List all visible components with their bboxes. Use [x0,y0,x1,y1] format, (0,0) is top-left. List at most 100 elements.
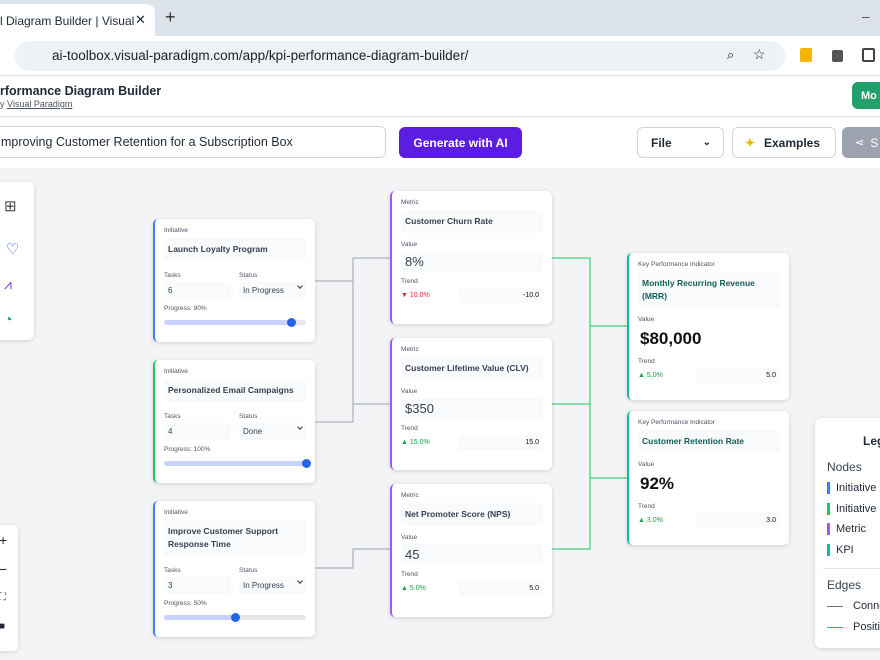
field-label: Value [638,316,655,323]
field-label: Status [239,272,258,279]
node-type: Metric [401,492,419,499]
file-select[interactable]: File ⌄ [637,127,724,158]
node-name: Customer Retention Rate [638,430,780,453]
legend-item: Initiative [827,482,876,494]
tasks-value: 4 [164,423,231,440]
tasks-value: 6 [164,282,231,299]
generate-button[interactable]: Generate with AI [399,127,522,158]
legend-swatch [827,482,830,494]
status-field: Status In Progress [239,564,306,594]
field-row: Tasks 3 Status In Progress [164,564,306,594]
node-type: Initiative [164,227,188,234]
share-button[interactable]: ⋖ S [842,127,880,158]
node-name: Improve Customer Support Response Time [164,520,306,556]
extension-icon[interactable] [800,48,812,62]
trend-value: 5.0 [696,368,780,383]
trend-value: 5.0 [459,581,543,596]
edge [315,548,390,569]
node-type: Metric [401,346,419,353]
node-type: Metric [401,199,419,206]
examples-label: Examples [763,135,821,150]
url-bar[interactable]: ai-toolbox.visual-paradigm.com/app/kpi-p… [15,41,785,71]
legend-item: Initiative [827,502,877,515]
chevron [297,578,303,584]
field-label: Trend [401,425,418,432]
node-value: 8% [401,251,543,272]
zoom-out[interactable]: − [0,561,8,577]
legend-item: Metric [827,523,866,535]
node-value: $80,000 [638,326,780,352]
trend: ▲ 15.0% [401,439,430,446]
node-name: Monthly Recurring Revenue (MRR) [638,272,780,308]
chart-icon[interactable]: ⩘ [4,276,12,292]
cta-button[interactable]: Mo [852,82,880,109]
field-label: Trend [401,278,418,285]
legend-label: Initiative [836,482,877,494]
app-header [0,77,880,117]
metric-node: Metric Net Promoter Score (NPS) Value 45 Tre… [390,484,552,617]
side-panel: ⊞ ♡ ⩘ ◔ [0,182,34,340]
legend-label: Positi [853,621,880,633]
progress-label: Progress: 90% [164,305,207,312]
lock[interactable]: ■ [0,621,6,632]
gauge-icon[interactable]: ◔ [4,311,13,327]
status-select[interactable]: Done [239,423,306,440]
status-select[interactable]: In Progress [239,282,306,299]
tab[interactable]: l Diagram Builder | Visual ✕ [0,4,155,36]
share-label: S [870,135,879,150]
chevron [297,424,303,430]
fit-view[interactable]: ⛶ [0,592,6,603]
metric-node: Metric Customer Churn Rate Value 8% Trend ▼ 1… [390,191,552,324]
trend-row: ▲ 5.0% 5.0 [401,581,543,596]
byline-link[interactable]: Visual Paradigm [7,99,73,109]
progress-thumb[interactable] [230,613,240,622]
node-type: Key Performance Indicator [638,261,715,268]
trend-value: -10.0 [459,288,543,303]
field-label: Tasks [164,272,181,279]
initiative-node: Initiative Launch Loyalty Program Tasks 6 St… [153,219,315,342]
extensions[interactable] [862,48,875,62]
extension-icon[interactable] [832,50,843,62]
tasks-value: 3 [164,577,231,594]
legend-label: Conne [853,600,880,612]
tab-title: l Diagram Builder | Visual [0,14,135,28]
field-label: Value [401,241,418,248]
prompt-input[interactable]: mproving Customer Retention for a Subscr… [0,126,386,158]
status-select[interactable]: In Progress [239,577,306,594]
legend-label: Initiative [836,502,877,515]
kpi-node: Key Performance Indicator Monthly Recurri… [627,253,789,400]
idea-icon[interactable]: ♡ [6,241,20,258]
field-row: Tasks 4 Status Done [164,410,306,440]
node-value: 92% [638,471,780,497]
legend-item: Conne [827,600,880,612]
grid-icon[interactable]: ⊞ [4,198,17,215]
node-type: Key Performance Indicator [638,419,715,426]
trend-row: ▲ 15.0% 15.0 [401,435,543,450]
progress-label: Progress: 50% [164,600,207,607]
chevron [297,283,303,289]
node-name: Personalized Email Campaigns [164,379,306,402]
kpi-node: Key Performance Indicator Customer Retent… [627,411,789,545]
connection-edges [315,257,390,569]
file-label: File [651,135,672,150]
initiative-node: Initiative Personalized Email Campaigns Ta… [153,360,315,483]
edge [315,258,354,423]
node-type: Initiative [164,509,188,516]
node-name: Customer Lifetime Value (CLV) [401,357,543,380]
node-name: Launch Loyalty Program [164,238,306,261]
zoom-panel: + − ⛶ ■ [0,525,18,651]
node-name: Customer Churn Rate [401,210,543,233]
zoom-in[interactable]: + [0,532,8,548]
node-type: Initiative [164,368,188,375]
examples-button[interactable]: ✦ Examples [732,127,836,158]
prompt-text: mproving Customer Retention for a Subscr… [1,135,293,149]
minimize[interactable]: – [862,8,870,24]
progress-thumb[interactable] [301,459,311,468]
new-tab[interactable]: + [165,7,176,27]
trend-value: 3.0 [696,513,780,528]
tasks-field: Tasks 4 [164,410,231,440]
tasks-field: Tasks 3 [164,564,231,594]
progress-thumb[interactable] [287,318,297,327]
